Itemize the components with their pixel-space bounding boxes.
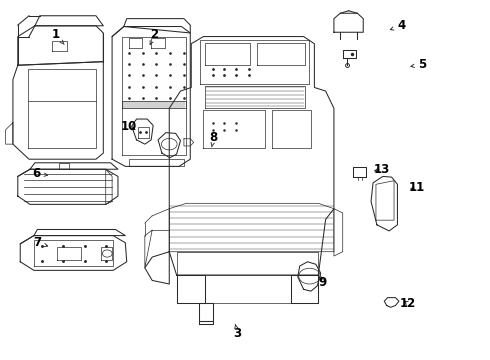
Text: 12: 12 <box>400 297 416 310</box>
Text: 9: 9 <box>318 276 326 289</box>
Text: 13: 13 <box>374 163 390 176</box>
Text: 8: 8 <box>210 131 218 147</box>
Text: 2: 2 <box>150 28 159 44</box>
Text: 10: 10 <box>121 121 137 134</box>
Text: 4: 4 <box>390 19 406 32</box>
Text: 5: 5 <box>411 58 426 71</box>
Text: 6: 6 <box>33 167 48 180</box>
Text: 1: 1 <box>51 28 64 44</box>
Text: 7: 7 <box>33 236 48 249</box>
Text: 11: 11 <box>409 181 425 194</box>
Text: 3: 3 <box>234 324 242 340</box>
